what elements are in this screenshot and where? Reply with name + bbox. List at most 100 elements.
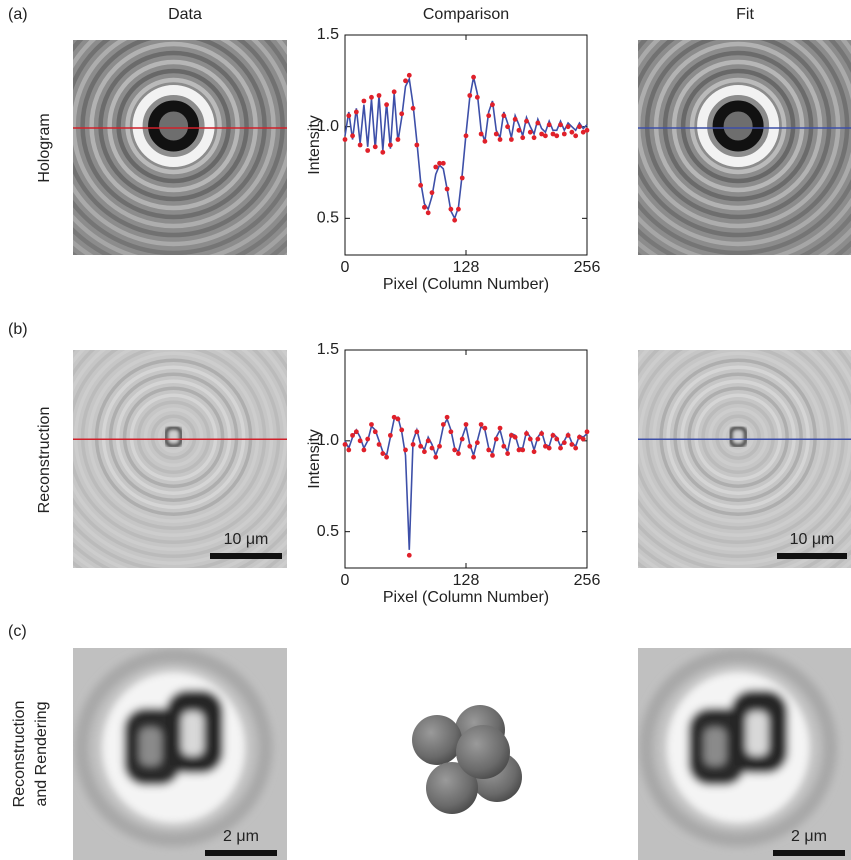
column-title: Fit — [736, 6, 754, 23]
data-point — [395, 137, 401, 142]
data-point — [584, 429, 590, 435]
data-point — [546, 122, 552, 128]
data-point — [516, 127, 522, 133]
data-point — [478, 422, 484, 427]
fringe — [98, 50, 249, 202]
data-point — [490, 452, 495, 458]
data-point — [482, 138, 488, 144]
y-tick-label: 1.5 — [317, 341, 339, 358]
data-point — [493, 436, 499, 442]
fringe — [645, 350, 831, 530]
scale-bar — [777, 553, 847, 559]
data-point — [422, 204, 427, 210]
particle-core — [181, 711, 204, 756]
data-point — [486, 447, 492, 453]
chart-title: Comparison — [423, 6, 509, 23]
data-point — [505, 451, 510, 456]
data-point — [399, 427, 405, 433]
fringe — [80, 40, 267, 220]
fringe — [638, 40, 841, 229]
fringe — [659, 358, 817, 516]
data-point — [342, 137, 348, 142]
fringe — [638, 350, 851, 551]
data-point — [580, 129, 586, 135]
data-point — [501, 443, 507, 449]
fringe — [143, 407, 204, 467]
fringe — [638, 40, 850, 238]
data-point — [376, 442, 382, 447]
data-point — [414, 142, 420, 148]
x-axis-label: Pixel (Column Number) — [383, 589, 549, 606]
data-point — [357, 142, 363, 148]
fringe — [73, 350, 274, 537]
fringe — [652, 351, 824, 523]
data-point — [342, 442, 348, 447]
data-point — [471, 74, 476, 80]
data-point — [520, 135, 526, 141]
fringe — [671, 59, 805, 193]
chart: 0.5 1.0 1.5 0 128 256 Pixel (Column Number) Int… — [306, 341, 600, 606]
row-label: Reconstruction — [11, 701, 28, 808]
fringe — [644, 40, 832, 220]
data-point — [422, 449, 427, 455]
data-point — [391, 89, 397, 95]
particle-core — [704, 727, 727, 766]
scale-bar-label: 10 μm — [224, 531, 269, 548]
fringe — [116, 68, 231, 184]
data-point — [350, 133, 355, 139]
data-point — [584, 127, 590, 133]
data-point — [535, 120, 541, 126]
data-point — [444, 414, 450, 420]
data-point — [437, 160, 442, 166]
data-point — [384, 102, 389, 108]
data-point — [535, 436, 541, 442]
data-point — [558, 122, 563, 128]
data-point — [565, 124, 571, 130]
scale-bar-label: 2 μm — [791, 828, 827, 845]
data-point — [486, 113, 492, 119]
data-point — [561, 440, 567, 446]
fringe — [666, 365, 810, 509]
data-point — [425, 210, 431, 216]
data-point — [497, 137, 503, 142]
fringe — [150, 414, 197, 460]
fringe — [73, 350, 281, 544]
data-point — [573, 133, 579, 139]
data-point — [569, 129, 575, 135]
data-point — [550, 432, 556, 438]
x-tick-label: 128 — [453, 572, 480, 589]
data-point — [406, 72, 412, 78]
data-point — [448, 429, 454, 435]
micrograph — [638, 350, 851, 568]
fringe — [689, 77, 787, 175]
data-point — [372, 144, 378, 150]
data-point — [429, 445, 435, 451]
data-point — [391, 414, 397, 420]
data-point — [353, 429, 359, 435]
data-point — [497, 425, 503, 431]
x-tick-label: 0 — [341, 259, 350, 276]
data-point — [444, 186, 450, 192]
fringe — [680, 68, 796, 184]
fringe — [73, 40, 276, 229]
panel-label: (b) — [8, 321, 28, 338]
fringe — [653, 41, 823, 211]
scale-bar — [210, 553, 282, 559]
fringe — [136, 400, 211, 474]
fringe — [680, 379, 796, 495]
fringe — [638, 350, 851, 558]
fringe — [638, 350, 838, 537]
panel-label: (a) — [8, 6, 28, 23]
y-tick-label: 0.5 — [317, 210, 339, 227]
micrograph — [638, 40, 851, 255]
micrograph — [73, 40, 287, 255]
data-point — [508, 432, 514, 438]
data-point — [380, 451, 386, 456]
data-point — [561, 131, 567, 137]
fringe — [701, 400, 775, 474]
fringe — [73, 40, 287, 247]
data-point — [531, 449, 537, 455]
row-label: Reconstruction — [36, 407, 53, 514]
micrograph — [73, 648, 287, 860]
data-point — [376, 93, 382, 98]
